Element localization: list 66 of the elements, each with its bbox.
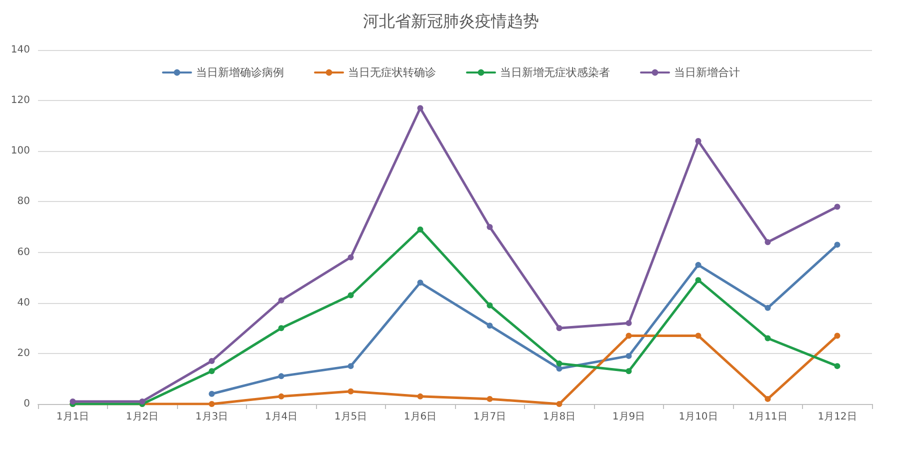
point [208, 368, 215, 374]
x-tick-label: 1月3日 [195, 412, 228, 422]
point [764, 239, 771, 246]
point [70, 398, 76, 404]
point [834, 363, 840, 370]
point [348, 292, 354, 298]
point [834, 242, 840, 248]
point [695, 277, 702, 284]
point [486, 302, 493, 308]
point [834, 332, 840, 339]
point [208, 390, 215, 397]
point [626, 368, 632, 374]
point [486, 396, 493, 402]
y-tick-label: 0 [24, 398, 30, 410]
point [417, 226, 424, 233]
point [139, 398, 146, 404]
x-tick-label: 1月1日 [56, 412, 90, 422]
point [626, 332, 632, 339]
point [278, 297, 284, 304]
y-tick-label: 20 [17, 348, 30, 359]
point [348, 254, 354, 260]
point [556, 360, 562, 367]
point [348, 363, 354, 370]
y-tick-label: 40 [17, 297, 30, 308]
point [556, 325, 562, 332]
x-tick-label: 1月8日 [542, 412, 576, 422]
y-tick-label: 80 [17, 196, 30, 208]
y-tick-label: 120 [10, 95, 30, 106]
x-tick-label: 1月9日 [612, 412, 646, 422]
point [764, 304, 771, 311]
legend-label: 当日新增合计 [674, 66, 740, 79]
point [556, 401, 562, 407]
chart-title: 河北省新冠肺炎疫情趋势 [363, 12, 539, 30]
point [695, 332, 702, 339]
x-tick-label: 1月4日 [264, 412, 298, 422]
x-tick-label: 1月10日 [678, 412, 718, 422]
point [278, 373, 284, 380]
point [834, 204, 840, 210]
point [208, 358, 215, 364]
y-tick-label: 100 [10, 146, 30, 157]
legend-label: 当日新增确诊病例 [196, 66, 284, 79]
x-tick-label: 1月6日 [404, 412, 437, 422]
x-tick-label: 1月12日 [818, 412, 857, 422]
point [626, 352, 632, 359]
point [348, 388, 354, 394]
legend-label: 当日新增无症状感染者 [500, 66, 610, 79]
point [486, 322, 493, 329]
point [764, 335, 771, 342]
point [626, 320, 632, 326]
point [417, 280, 424, 286]
point [208, 401, 215, 407]
x-tick-label: 1月7日 [473, 412, 506, 422]
point [417, 105, 424, 112]
x-tick-label: 1月5日 [334, 412, 368, 422]
point [278, 393, 284, 400]
legend-label: 当日无症状转确诊 [348, 66, 436, 79]
point [486, 224, 493, 230]
point [764, 396, 771, 402]
y-tick-label: 140 [10, 44, 30, 56]
point [417, 393, 424, 400]
x-tick-label: 1月2日 [126, 412, 159, 422]
point [695, 262, 702, 268]
y-tick-label: 60 [17, 246, 30, 258]
x-tick-label: 1月11日 [748, 412, 788, 422]
point [278, 325, 284, 332]
point [695, 138, 702, 144]
